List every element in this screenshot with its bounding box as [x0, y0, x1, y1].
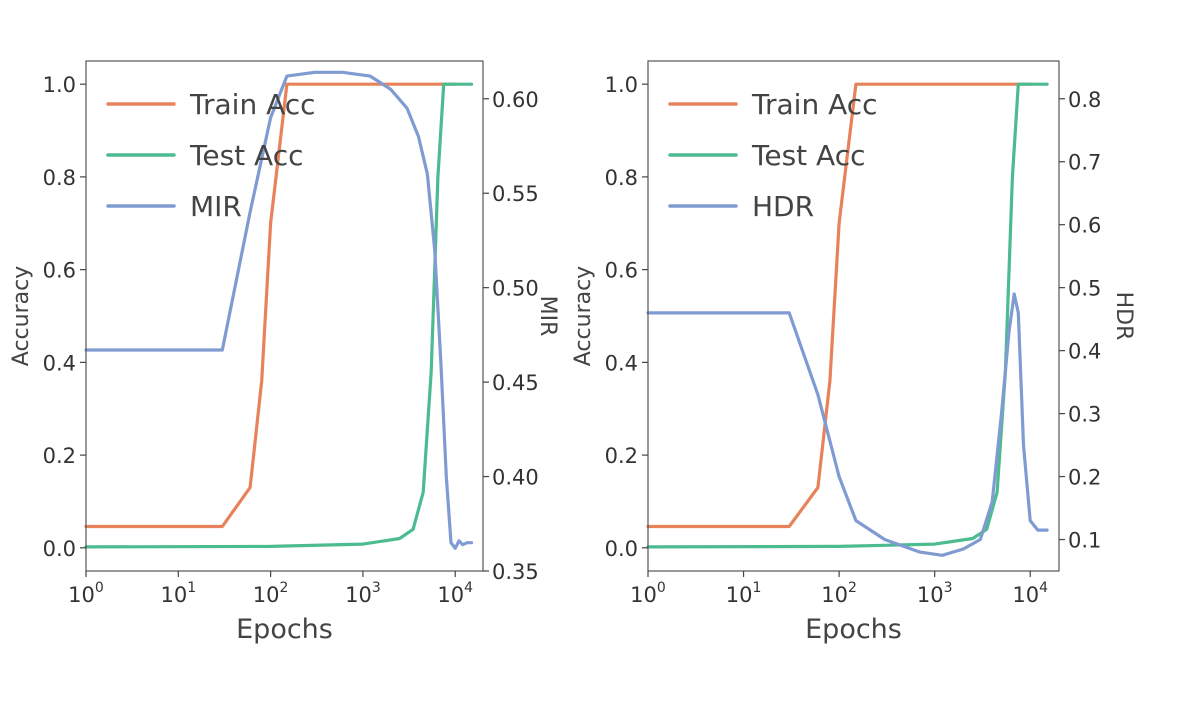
- chart-mir: 100 101 102 103 104 0.00.20.40.60.81.0 0.350…: [9, 60, 560, 645]
- chart-hdr: 100 101 102 103 104 0.00.20.40.60.81.0 0.10.…: [571, 60, 1136, 645]
- chart-mir-y-tick-label: 0.2: [43, 444, 76, 468]
- chart-hdr-y2-tick-label: 0.5: [1068, 277, 1101, 301]
- chart-hdr-x-tick-label: 101: [726, 580, 762, 607]
- chart-hdr-y2-tick-label: 0.3: [1068, 403, 1101, 427]
- chart-mir-y2-tick-label: 0.55: [492, 182, 539, 206]
- chart-hdr-legend-label: Test Acc: [751, 139, 866, 172]
- chart-mir-x-tick-label: 104: [437, 580, 473, 607]
- chart-hdr-y2-tick-label: 0.4: [1068, 340, 1101, 364]
- chart-hdr-y2-tick-label: 0.8: [1068, 88, 1101, 112]
- chart-hdr-y2-axis-label: HDR: [1111, 292, 1136, 341]
- chart-mir-series-test-acc: [84, 82, 474, 549]
- chart-hdr-x-tick-label: 103: [917, 580, 953, 607]
- chart-mir-y-tick-label: 0.4: [43, 351, 76, 375]
- chart-mir-legend-label: Train Acc: [189, 88, 316, 121]
- chart-mir-frame: [85, 60, 484, 572]
- chart-hdr-series-train-acc: [646, 82, 1032, 529]
- chart-mir-x-axis-label: Epochs: [236, 614, 333, 645]
- chart-hdr-legend: Train Acc Test Acc HDR: [668, 88, 878, 223]
- chart-mir-y-tick-label: 0.8: [43, 166, 76, 190]
- chart-mir-x-tick-label: 101: [160, 580, 196, 607]
- chart-hdr-x-axis-label: Epochs: [805, 614, 902, 645]
- chart-mir-x-ticks: 100 101 102 103 104: [68, 571, 473, 607]
- chart-hdr-y-tick-label: 0.4: [605, 351, 638, 375]
- chart-hdr-series-test-acc: [646, 82, 1049, 549]
- chart-hdr-y2-tick-label: 0.7: [1068, 151, 1101, 175]
- chart-hdr-series: [646, 82, 1049, 557]
- chart-mir-y2-tick-label: 0.40: [492, 466, 539, 490]
- chart-mir-y2-ticks: 0.35 0.40 0.45 0.50 0.55 0.60: [483, 88, 539, 584]
- chart-mir-y2-tick-label: 0.50: [492, 277, 539, 301]
- chart-mir-series: [84, 70, 474, 550]
- chart-mir-y-tick-label: 0.6: [43, 259, 76, 283]
- chart-mir-y-ticks: 0.0 0.2 0.4 0.6 0.8 1.0: [43, 73, 86, 561]
- chart-mir-y-tick-label: 1.0: [43, 73, 76, 97]
- chart-hdr-x-tick-label: 104: [1012, 580, 1048, 607]
- chart-hdr-legend-label: Train Acc: [751, 88, 878, 121]
- chart-hdr-y-axis-label: Accuracy: [571, 266, 596, 366]
- chart-mir-x-tick-label: 103: [345, 580, 381, 607]
- chart-mir-x-tick-label: 102: [253, 580, 289, 607]
- chart-mir-x-tick-label: 100: [68, 580, 104, 607]
- chart-hdr-legend-label: HDR: [752, 190, 814, 223]
- chart-mir-y2-tick-label: 0.45: [492, 371, 539, 395]
- chart-hdr-series-hdr: [646, 292, 1049, 557]
- chart-mir-y-axis-label: Accuracy: [9, 266, 34, 366]
- chart-mir-legend-label: Test Acc: [189, 139, 304, 172]
- chart-hdr-y-ticks: 0.0 0.2 0.4 0.6 0.8 1.0: [605, 73, 648, 561]
- chart-hdr-y-tick-label: 1.0: [605, 73, 638, 97]
- chart-hdr-y-tick-label: 0.6: [605, 259, 638, 283]
- chart-mir-series-mir: [84, 70, 474, 550]
- chart-mir-y2-axis-label: MIR: [535, 296, 560, 337]
- chart-mir-y-tick-label: 0.0: [43, 537, 76, 561]
- chart-hdr-frame: [647, 60, 1060, 572]
- chart-hdr-y-tick-label: 0.0: [605, 537, 638, 561]
- chart-hdr-y-tick-label: 0.2: [605, 444, 638, 468]
- chart-hdr-x-tick-label: 102: [821, 580, 857, 607]
- chart-hdr-y2-tick-label: 0.6: [1068, 214, 1101, 238]
- chart-mir-y2-tick-label: 0.35: [492, 560, 539, 584]
- chart-hdr-x-tick-label: 100: [630, 580, 666, 607]
- chart-mir-legend-label: MIR: [190, 190, 242, 223]
- chart-hdr-y2-tick-label: 0.2: [1068, 466, 1101, 490]
- chart-hdr-y2-ticks: 0.1 0.2 0.3 0.4 0.5 0.6 0.7 0.8: [1059, 88, 1101, 553]
- chart-mir-y2-tick-label: 0.60: [492, 88, 539, 112]
- chart-hdr-x-ticks: 100 101 102 103 104: [630, 571, 1048, 607]
- chart-hdr-y-tick-label: 0.8: [605, 166, 638, 190]
- chart-hdr-y2-tick-label: 0.1: [1068, 529, 1101, 553]
- chart-mir-legend: Train Acc Test Acc MIR: [106, 88, 316, 223]
- chart-mir-series-train-acc: [84, 82, 457, 529]
